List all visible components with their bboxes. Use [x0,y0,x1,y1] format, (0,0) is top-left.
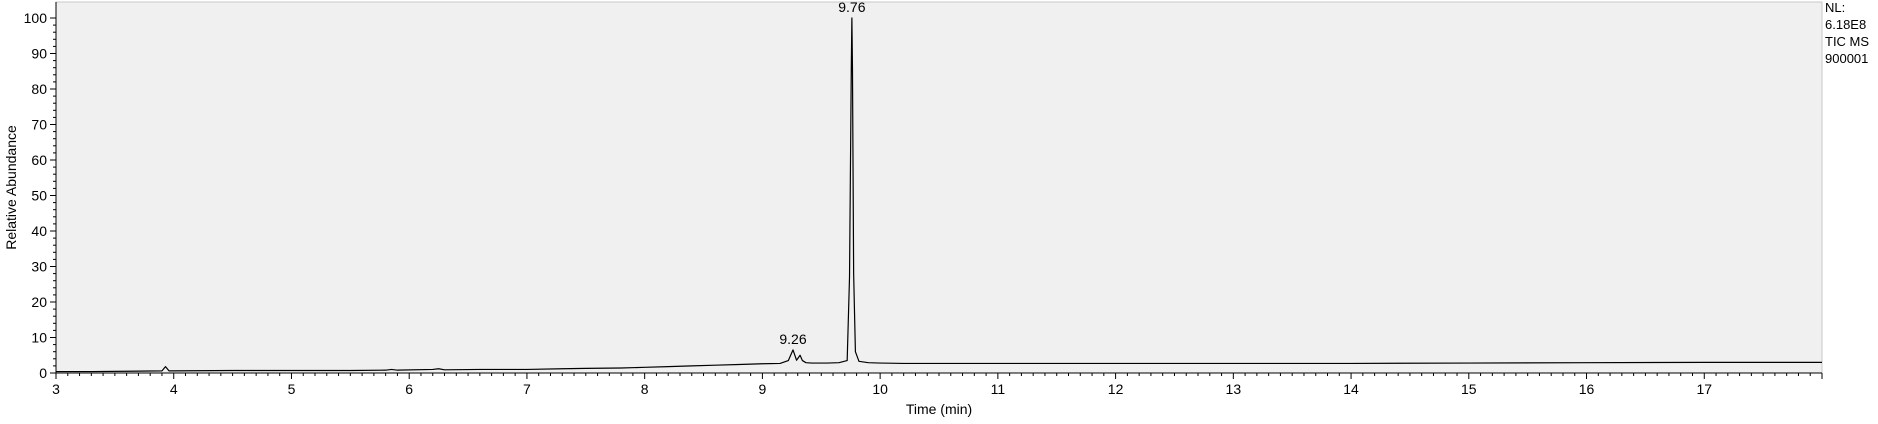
y-tick-label: 70 [31,117,47,133]
x-tick-label: 15 [1461,381,1477,397]
y-tick-label: 50 [31,188,47,204]
x-tick-label: 6 [405,381,413,397]
x-tick-label: 14 [1343,381,1359,397]
y-tick-label: 90 [31,46,47,62]
x-tick-label: 3 [52,381,60,397]
info-line: NL: [1825,0,1845,15]
info-line: 900001 [1825,51,1868,66]
x-tick-label: 7 [523,381,531,397]
peak-label: 9.26 [779,331,806,347]
info-line: TIC MS [1825,34,1869,49]
trace-layer [56,17,1822,373]
x-tick-label: 13 [1226,381,1242,397]
y-tick-label: 20 [31,294,47,310]
x-tick-label: 11 [991,381,1006,397]
x-tick-label: 10 [872,381,888,397]
axes [50,2,1823,379]
y-tick-label: 0 [39,365,47,381]
y-tick-label: 10 [31,330,47,346]
x-tick-label: 17 [1696,381,1712,397]
x-tick-label: 4 [170,381,178,397]
y-tick-label: 40 [31,223,47,239]
x-axis-title: Time (min) [906,401,972,417]
x-tick-label: 9 [759,381,767,397]
y-tick-label: 100 [24,10,48,26]
y-tick-label: 30 [31,259,47,275]
y-axis-title: Relative Abundance [3,125,19,250]
info-line: 6.18E8 [1825,17,1866,32]
plot-area [55,1,1823,374]
x-tick-label: 5 [288,381,296,397]
labels: 3 4 5 6 7 8 9 10 11 12 13 14 15 16 17 0 10 20 30 40 50 60 70 80… [3,0,1869,417]
x-tick-label: 8 [641,381,649,397]
trace-line-0 [56,17,1822,373]
y-tick-label: 80 [31,81,47,97]
y-tick-label: 60 [31,152,47,168]
x-tick-label: 12 [1108,381,1124,397]
peak-label: 9.76 [838,0,865,15]
x-tick-label: 16 [1579,381,1595,397]
